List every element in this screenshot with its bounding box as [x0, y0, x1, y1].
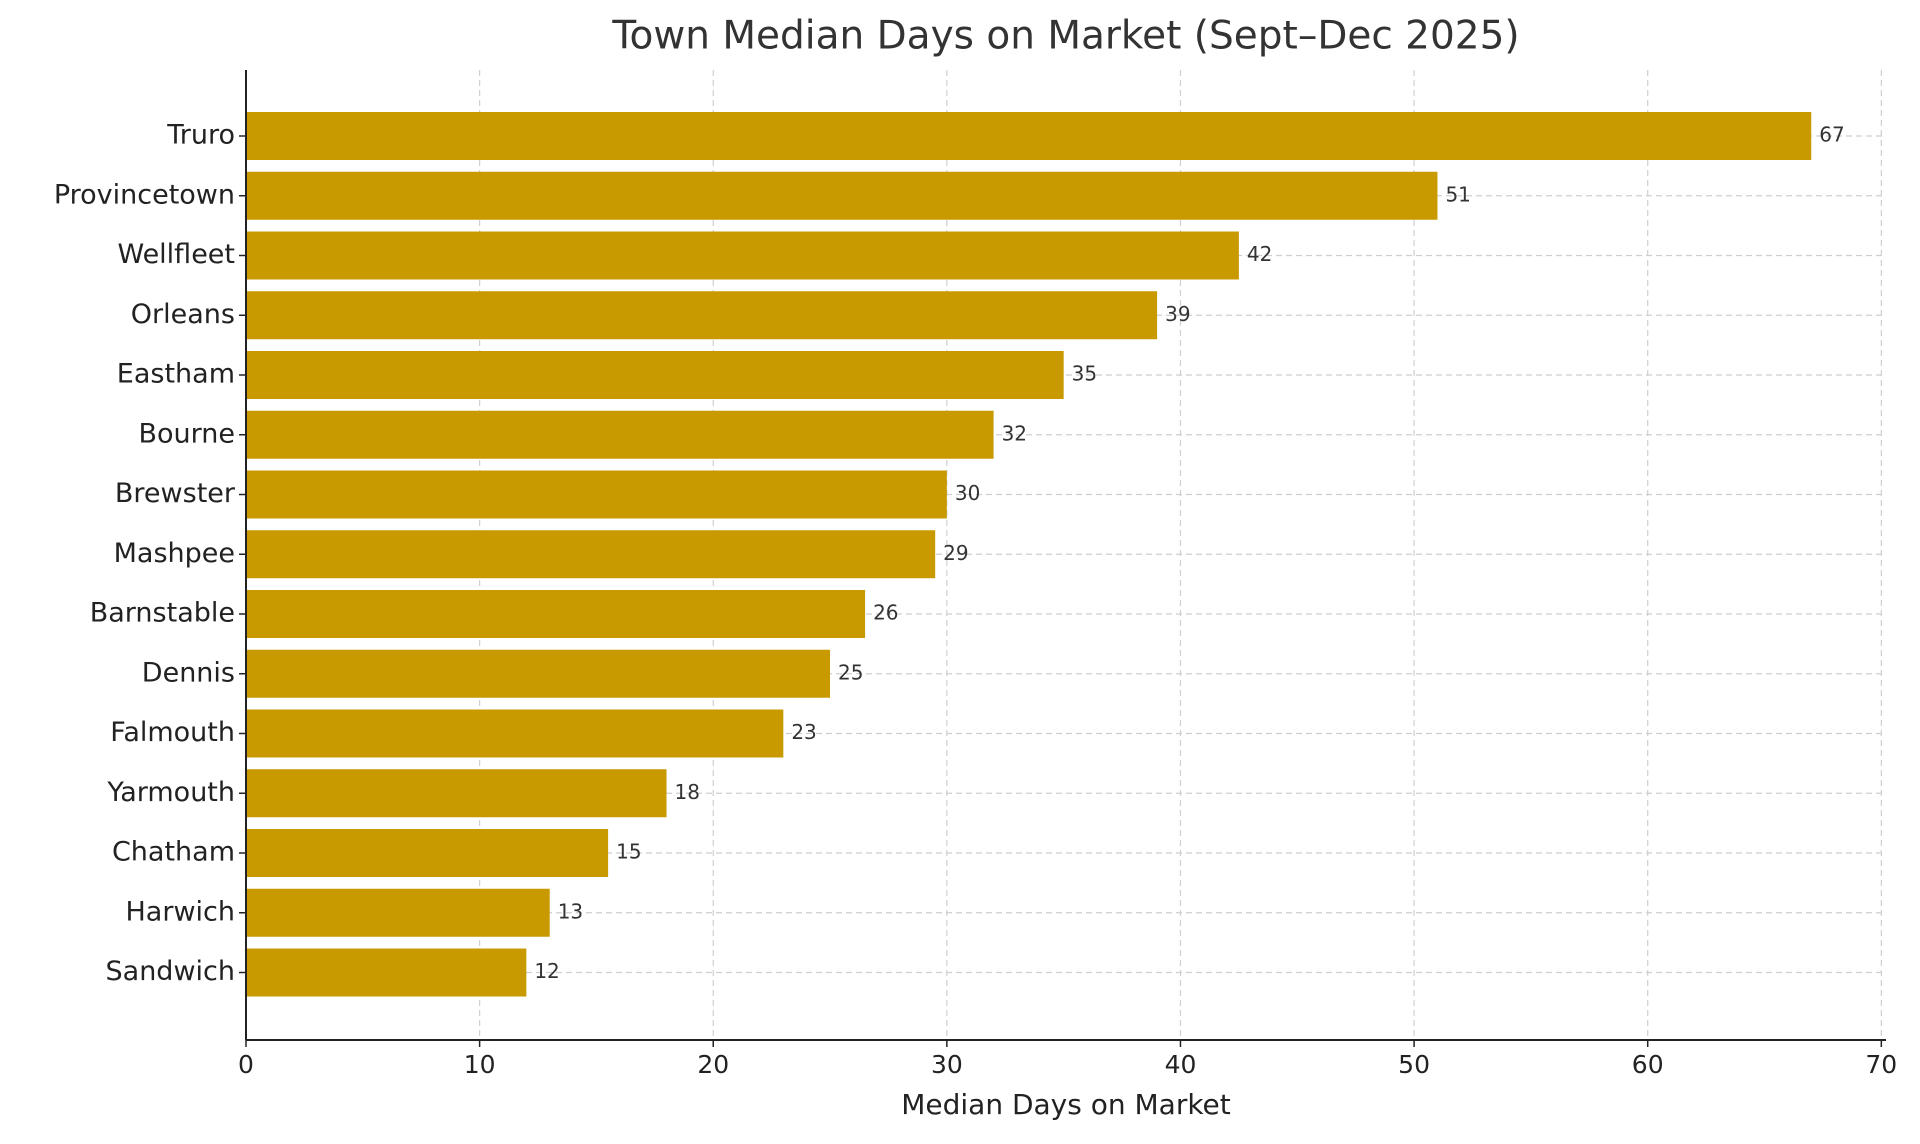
x-tick-label: 60 — [1632, 1050, 1664, 1079]
chart-title: Town Median Days on Market (Sept–Dec 202… — [611, 14, 1519, 59]
value-label: 13 — [558, 899, 583, 923]
value-label: 25 — [838, 660, 863, 684]
x-tick-label: 20 — [697, 1050, 729, 1079]
bar — [246, 530, 936, 579]
bar — [246, 171, 1438, 220]
bar — [246, 410, 994, 459]
y-tick-label: Wellfleet — [117, 239, 235, 270]
bar — [246, 948, 527, 997]
y-tick-label: Falmouth — [110, 717, 235, 748]
x-tick-label: 40 — [1165, 1050, 1197, 1079]
bar — [246, 112, 1812, 160]
value-label: 67 — [1819, 123, 1844, 147]
value-label: 35 — [1072, 362, 1097, 386]
value-label: 12 — [534, 959, 559, 983]
bar — [246, 888, 550, 937]
x-axis-label: Median Days on Market — [901, 1088, 1231, 1121]
bar — [246, 649, 831, 698]
bar — [246, 769, 667, 818]
value-label: 42 — [1247, 242, 1272, 266]
bar — [246, 351, 1064, 399]
y-tick-label: Eastham — [117, 359, 235, 390]
bar — [246, 470, 947, 519]
x-tick-label: 0 — [238, 1050, 254, 1079]
bar — [246, 231, 1239, 280]
bar — [246, 590, 866, 638]
y-tick-label: Provincetown — [54, 179, 235, 210]
value-label: 51 — [1445, 182, 1470, 206]
y-tick-label: Mashpee — [114, 538, 235, 569]
x-tick-label: 30 — [931, 1050, 963, 1079]
value-label: 23 — [791, 720, 816, 744]
value-label: 32 — [1002, 421, 1027, 445]
value-label: 15 — [616, 840, 641, 864]
x-tick-label: 50 — [1398, 1050, 1430, 1079]
value-label: 29 — [943, 541, 968, 565]
value-label: 39 — [1165, 302, 1190, 326]
x-tick-label: 10 — [464, 1050, 496, 1079]
y-tick-label: Brewster — [115, 478, 236, 509]
y-tick-label: Bourne — [138, 418, 235, 449]
x-tick-label: 70 — [1865, 1050, 1897, 1079]
y-tick-label: Yarmouth — [106, 777, 235, 808]
bar — [246, 709, 784, 758]
y-tick-label: Barnstable — [90, 598, 235, 629]
value-label: 18 — [675, 780, 700, 804]
value-label: 30 — [955, 481, 980, 505]
y-tick-label: Truro — [166, 120, 235, 151]
y-tick-label: Orleans — [131, 299, 235, 330]
value-label: 26 — [873, 601, 898, 625]
bar — [246, 829, 609, 877]
bar — [246, 291, 1158, 340]
y-tick-label: Chatham — [112, 837, 235, 868]
y-tick-label: Dennis — [142, 657, 235, 688]
y-tick-label: Sandwich — [106, 956, 235, 987]
y-tick-label: Harwich — [126, 896, 236, 927]
